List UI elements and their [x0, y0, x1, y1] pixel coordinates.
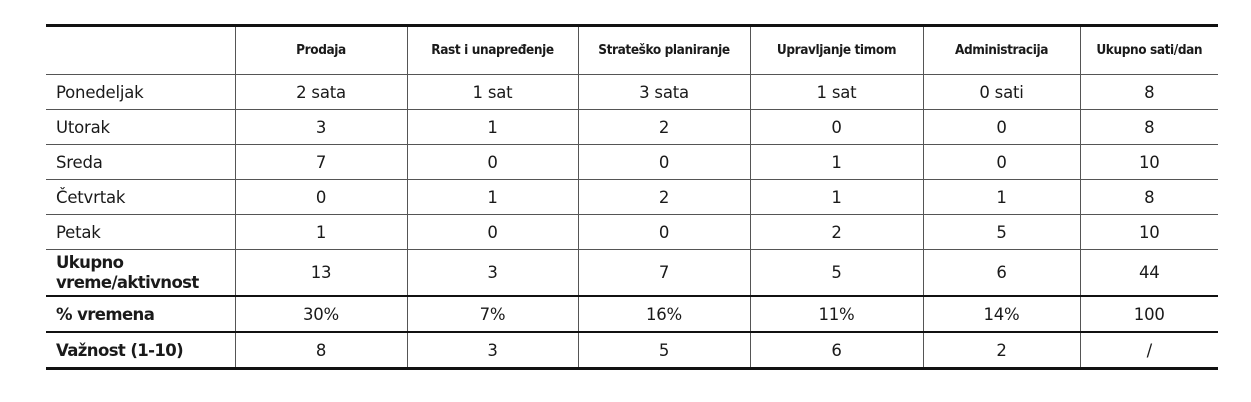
table-cell: 10 — [1079, 214, 1218, 250]
table-cell: 3 — [406, 331, 579, 369]
time-allocation-table-container: Prodaja Rast i unapređenje Strateško pla… — [46, 24, 1218, 370]
table-row-percent-time: % vremena 30% 7% 16% 11% 14% 100 — [46, 295, 1218, 333]
table-cell: 16% — [577, 295, 751, 333]
table-cell: 2 — [577, 109, 751, 145]
table-cell: 11% — [749, 295, 924, 333]
table-cell: 0 — [234, 179, 408, 215]
row-label: Petak — [46, 214, 236, 250]
table-cell: 0 — [922, 144, 1081, 180]
table-cell: 0 — [406, 144, 579, 180]
row-label: Ukupno vreme/aktivnost — [46, 249, 236, 297]
table-cell: 14% — [922, 295, 1081, 333]
table-cell: 1 — [406, 109, 579, 145]
header-cell-strategic-planning: Strateško planiranje — [577, 25, 751, 75]
header-row: Prodaja Rast i unapređenje Strateško pla… — [46, 25, 1218, 75]
row-label: Četvrtak — [46, 179, 236, 215]
table-cell: / — [1079, 331, 1218, 369]
header-cell-corner — [46, 25, 236, 75]
table-cell: 2 — [749, 214, 924, 250]
table-row-importance: Važnost (1-10) 8 3 5 6 2 / — [46, 331, 1218, 369]
table-cell: 1 — [922, 179, 1081, 215]
table-cell: 100 — [1079, 295, 1218, 333]
table-cell: 3 — [234, 109, 408, 145]
row-label: Ponedeljak — [46, 74, 236, 110]
row-label: Sreda — [46, 144, 236, 180]
table-cell: 0 — [577, 144, 751, 180]
table-cell: 1 — [749, 179, 924, 215]
table-cell: 5 — [922, 214, 1081, 250]
table-cell: 2 sata — [234, 74, 408, 110]
table-cell: 3 sata — [577, 74, 751, 110]
table-cell: 6 — [922, 249, 1081, 297]
header-cell-sales: Prodaja — [234, 25, 408, 75]
table-cell: 8 — [234, 331, 408, 369]
table-cell: 7 — [577, 249, 751, 297]
table-cell: 5 — [749, 249, 924, 297]
row-label: % vremena — [46, 295, 236, 333]
table-cell: 0 — [922, 109, 1081, 145]
table-cell: 2 — [922, 331, 1081, 369]
table-row-monday: Ponedeljak 2 sata 1 sat 3 sata 1 sat 0 s… — [46, 74, 1218, 110]
table-row-tuesday: Utorak 3 1 2 0 0 8 — [46, 109, 1218, 145]
table-cell: 1 sat — [406, 74, 579, 110]
table-cell: 6 — [749, 331, 924, 369]
header-cell-team-management: Upravljanje timom — [749, 25, 924, 75]
table-cell: 8 — [1079, 74, 1218, 110]
table-cell: 1 — [234, 214, 408, 250]
header-cell-total-per-day: Ukupno sati/dan — [1079, 25, 1218, 75]
row-label: Važnost (1-10) — [46, 331, 236, 369]
header-cell-administration: Administracija — [922, 25, 1081, 75]
header-cell-growth: Rast i unapređenje — [406, 25, 579, 75]
table-cell: 0 — [406, 214, 579, 250]
table-cell: 5 — [577, 331, 751, 369]
table-cell: 0 — [749, 109, 924, 145]
table-row-friday: Petak 1 0 0 2 5 10 — [46, 214, 1218, 250]
table-cell: 10 — [1079, 144, 1218, 180]
table-cell: 30% — [234, 295, 408, 333]
table-cell: 1 — [749, 144, 924, 180]
table-row-total-per-activity: Ukupno vreme/aktivnost 13 3 7 5 6 44 — [46, 249, 1218, 297]
table-cell: 1 — [406, 179, 579, 215]
time-allocation-table: Prodaja Rast i unapređenje Strateško pla… — [46, 24, 1218, 370]
table-row-wednesday: Sreda 7 0 0 1 0 10 — [46, 144, 1218, 180]
table-cell: 8 — [1079, 109, 1218, 145]
table-cell: 0 sati — [922, 74, 1081, 110]
table-cell: 44 — [1079, 249, 1218, 297]
table-cell: 0 — [577, 214, 751, 250]
table-cell: 13 — [234, 249, 408, 297]
table-cell: 1 sat — [749, 74, 924, 110]
table-cell: 7 — [234, 144, 408, 180]
table-row-thursday: Četvrtak 0 1 2 1 1 8 — [46, 179, 1218, 215]
table-cell: 3 — [406, 249, 579, 297]
table-cell: 7% — [406, 295, 579, 333]
table-cell: 2 — [577, 179, 751, 215]
row-label: Utorak — [46, 109, 236, 145]
table-cell: 8 — [1079, 179, 1218, 215]
